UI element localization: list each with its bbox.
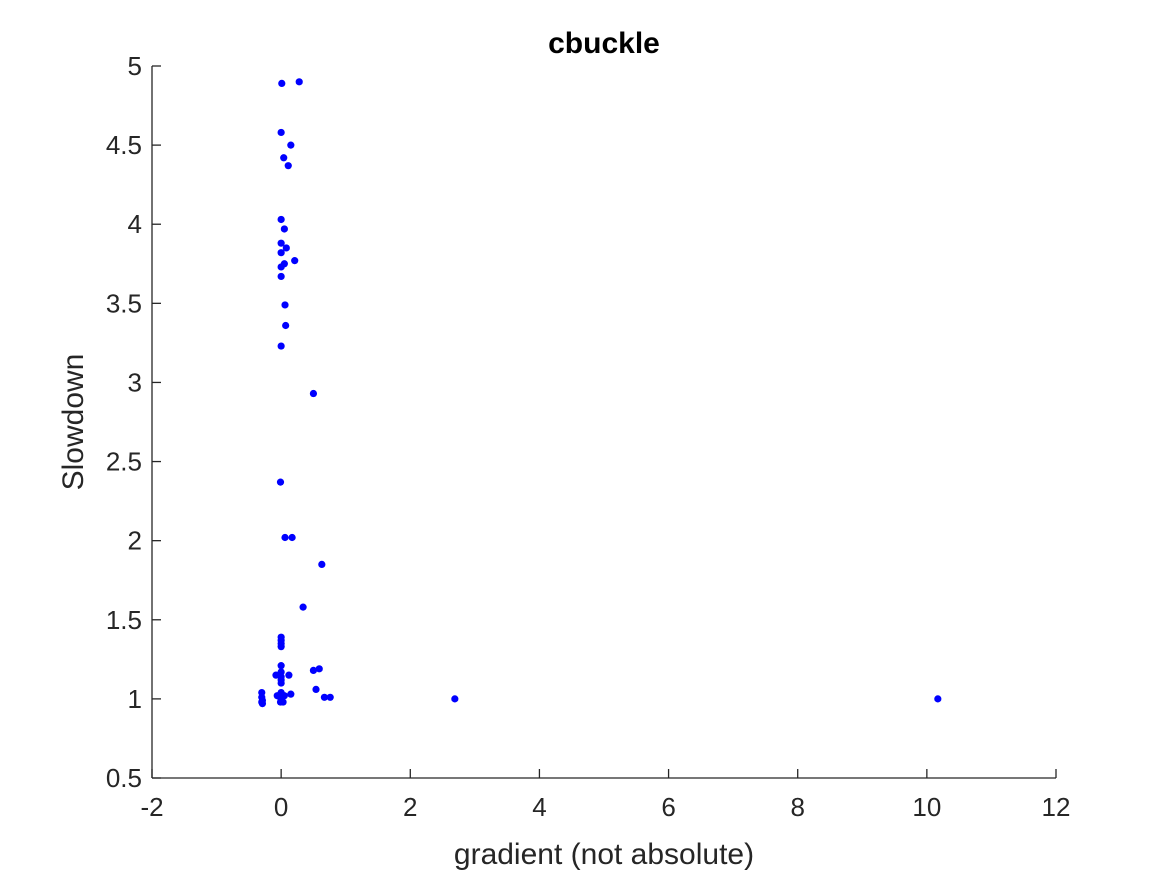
data-point: [320, 693, 329, 701]
data-point: [277, 342, 285, 350]
data-point: [291, 257, 299, 265]
y-tick-label: 3: [128, 367, 142, 397]
data-point: [277, 272, 285, 281]
x-tick-label: -2: [140, 792, 163, 822]
y-tick-label: 2.5: [106, 447, 142, 477]
y-tick-label: 2: [128, 526, 142, 556]
data-point: [315, 665, 323, 673]
data-point: [276, 478, 285, 486]
data-point: [309, 389, 318, 398]
data-point: [281, 533, 289, 542]
data-point: [326, 693, 334, 701]
plot-area: -2 0 2 4 6 8 10 12 0.5 1 1.5 2 2.5 3 3.5 4 4.5 5: [106, 51, 1071, 822]
y-tick-label: 5: [128, 51, 142, 81]
data-point: [277, 643, 285, 651]
x-tick-label: 0: [274, 792, 288, 822]
y-tick-label: 3.5: [106, 288, 142, 318]
data-point: [318, 560, 326, 569]
x-tick-label: 8: [790, 792, 804, 822]
x-tick-label: 6: [661, 792, 675, 822]
data-point: [277, 662, 285, 670]
data-point: [284, 162, 292, 170]
data-point: [451, 695, 459, 703]
data-point: [258, 700, 267, 708]
data-point: [288, 533, 296, 542]
x-tick-label: 4: [532, 792, 546, 822]
x-axis-label: gradient (not absolute): [454, 838, 754, 871]
data-point: [312, 685, 320, 693]
x-tick-label: 12: [1042, 792, 1071, 822]
data-point: [277, 263, 285, 271]
data-point: [287, 690, 295, 698]
x-tick-label: 10: [912, 792, 941, 822]
y-tick-label: 1.5: [106, 605, 142, 635]
data-point: [279, 698, 287, 706]
y-axis-label: Slowdown: [57, 354, 90, 491]
y-tick-label: 1: [128, 684, 142, 714]
data-point: [287, 141, 295, 149]
data-point: [281, 301, 289, 309]
y-tick-label: 4: [128, 209, 142, 239]
data-point: [277, 239, 285, 247]
data-point: [299, 603, 307, 611]
data-point: [934, 695, 942, 703]
data-point: [277, 249, 285, 257]
data-point: [285, 671, 293, 679]
data-point: [280, 154, 288, 162]
data-point: [278, 79, 286, 88]
x-tick-label: 2: [403, 792, 417, 822]
data-point: [280, 225, 288, 233]
data-point: [282, 321, 290, 330]
data-point: [309, 666, 318, 675]
data-point: [277, 679, 285, 687]
data-point: [277, 215, 285, 224]
y-tick-label: 4.5: [106, 130, 142, 160]
chart-title: cbuckle: [548, 27, 660, 60]
data-point: [282, 244, 290, 252]
data-point: [277, 128, 285, 137]
y-tick-label: 0.5: [106, 763, 142, 793]
data-point: [295, 78, 303, 86]
